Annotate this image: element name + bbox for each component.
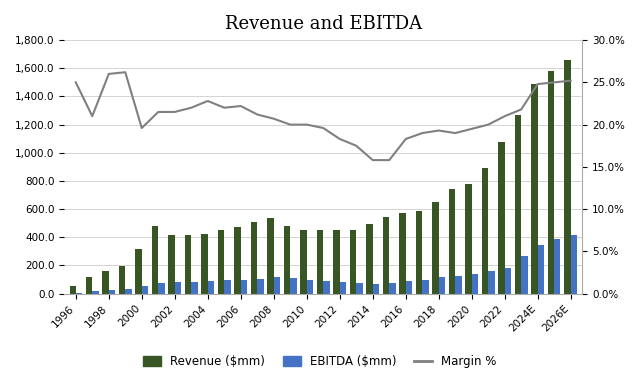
Bar [168,235,175,294]
Margin % [72,80,79,85]
Margin % [138,126,146,130]
Bar [185,235,191,294]
Bar [367,224,372,294]
Margin % [451,131,459,135]
Line: Margin %: Margin % [76,72,571,160]
Bar [284,226,291,294]
Bar [531,84,538,294]
Bar [356,283,362,294]
Bar [564,60,571,294]
Bar [257,279,264,294]
Margin % [253,112,261,117]
Bar [515,116,521,294]
Bar [251,222,257,294]
Bar [333,230,340,294]
Bar [323,281,330,294]
Bar [76,293,82,294]
Margin % [237,104,244,108]
Bar [92,291,99,294]
Bar [125,289,132,294]
Margin % [287,122,294,127]
Bar [274,277,280,294]
Bar [406,281,412,294]
Margin % [468,127,476,131]
Bar [340,282,346,294]
Title: Revenue and EBITDA: Revenue and EBITDA [225,15,422,33]
Bar [241,280,247,294]
Bar [301,230,307,294]
Bar [455,276,461,294]
Bar [152,226,158,294]
Margin % [220,105,228,110]
Bar [208,281,214,294]
Bar [488,271,495,294]
Bar [119,266,125,294]
Bar [234,227,241,294]
Bar [439,277,445,294]
Bar [372,285,379,294]
Margin % [385,158,393,162]
Bar [499,141,505,294]
Bar [191,282,198,294]
Margin % [336,137,344,141]
Bar [307,280,313,294]
Margin % [171,110,179,114]
Bar [291,278,296,294]
Margin % [517,107,525,112]
Bar [268,218,274,294]
Bar [136,249,142,294]
Margin % [270,116,278,121]
Bar [465,184,472,294]
Bar [142,286,148,294]
Margin % [353,144,360,148]
Bar [416,211,422,294]
Bar [422,280,429,294]
Margin % [88,114,96,119]
Bar [505,268,511,294]
Margin % [105,72,113,76]
Bar [158,283,164,294]
Bar [317,230,323,294]
Legend: Revenue ($mm), EBITDA ($mm), Margin %: Revenue ($mm), EBITDA ($mm), Margin % [138,351,502,373]
Bar [399,213,406,294]
Bar [521,256,527,294]
Margin % [154,110,162,114]
Margin % [204,99,212,103]
Margin % [567,78,575,83]
Margin % [484,122,492,127]
Bar [175,282,181,294]
Margin % [501,114,509,119]
Bar [389,283,396,294]
Margin % [402,137,410,141]
Bar [202,234,208,294]
Bar [109,290,115,294]
Bar [472,274,478,294]
Margin % [550,80,558,85]
Bar [548,71,554,294]
Bar [224,280,230,294]
Bar [571,235,577,294]
Margin % [188,105,195,110]
Bar [449,190,455,294]
Margin % [303,122,310,127]
Margin % [369,158,376,162]
Margin % [419,131,426,135]
Margin % [122,70,129,75]
Bar [70,286,76,294]
Bar [218,230,224,294]
Bar [86,277,92,294]
Bar [102,271,109,294]
Bar [433,202,439,294]
Bar [383,217,389,294]
Margin % [319,126,327,130]
Bar [538,245,544,294]
Bar [554,240,561,294]
Bar [350,230,356,294]
Bar [482,168,488,294]
Margin % [534,82,541,86]
Margin % [435,128,443,133]
